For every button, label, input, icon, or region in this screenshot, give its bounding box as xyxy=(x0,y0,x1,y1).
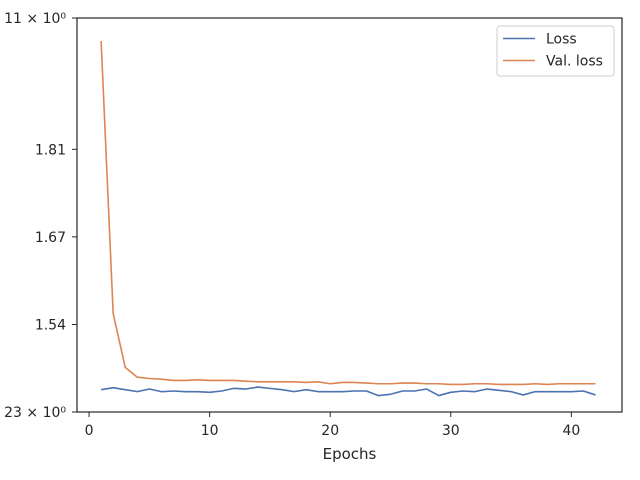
x-tick-label: 10 xyxy=(201,423,219,439)
x-tick-label: 20 xyxy=(321,423,339,439)
y-tick-label: 23 × 10⁰ xyxy=(4,405,66,421)
x-tick-label: 30 xyxy=(442,423,460,439)
y-tick-label: 11 × 10⁰ xyxy=(4,11,66,27)
axis-ticks: 0 10 20 30 40 23 × 10⁰ 1.54 1.67 1.81 11 × 10⁰ xyxy=(4,11,580,439)
series-line-loss xyxy=(100,386,596,397)
x-axis-label: Epochs xyxy=(323,445,377,463)
legend-label-loss: Loss xyxy=(546,32,577,48)
series-lines xyxy=(100,40,596,397)
legend-label-val-loss: Val. loss xyxy=(546,54,603,70)
legend: Loss Val. loss xyxy=(496,25,615,77)
y-tick-label: 1.67 xyxy=(35,230,66,246)
y-tick-label: 1.54 xyxy=(35,317,66,333)
plot-area-frame xyxy=(76,17,623,413)
x-tick-label: 40 xyxy=(562,423,580,439)
x-tick-label: 0 xyxy=(85,423,94,439)
y-tick-label: 1.81 xyxy=(35,142,66,158)
series-line-val-loss xyxy=(100,40,596,386)
